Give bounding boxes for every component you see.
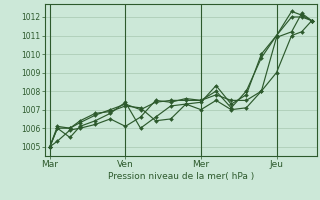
- X-axis label: Pression niveau de la mer( hPa ): Pression niveau de la mer( hPa ): [108, 172, 254, 181]
